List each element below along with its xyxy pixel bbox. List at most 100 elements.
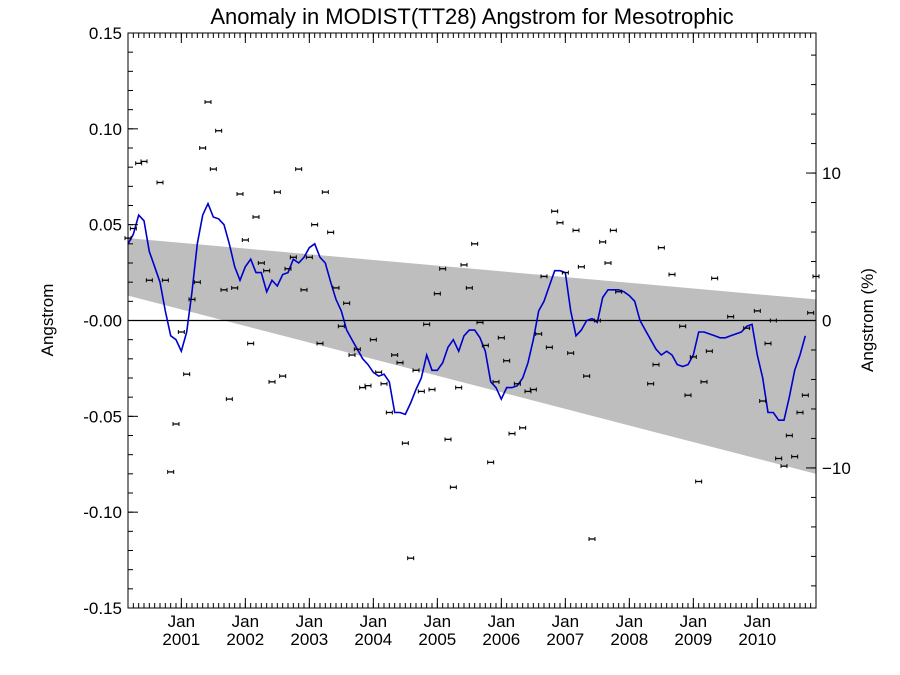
y-tick-label: -0.00	[83, 312, 122, 331]
x-tick-label-year: 2009	[674, 630, 712, 649]
data-point	[263, 268, 271, 273]
data-point	[561, 270, 569, 275]
data-point	[684, 393, 692, 398]
data-point	[615, 289, 623, 294]
x-tick-label-month: Jan	[680, 612, 707, 631]
data-point	[167, 469, 175, 474]
data-point	[807, 310, 815, 315]
data-point	[540, 274, 548, 279]
data-point	[508, 431, 516, 436]
data-point	[209, 167, 217, 172]
y-tick-label: 0.10	[89, 120, 122, 139]
data-point	[177, 330, 185, 334]
data-point	[647, 381, 655, 386]
data-point	[487, 460, 495, 465]
data-point	[193, 280, 201, 285]
y-tick-label: -0.15	[83, 599, 122, 618]
data-point	[337, 324, 345, 329]
data-point	[183, 372, 191, 377]
data-point	[695, 479, 703, 484]
data-point	[423, 322, 431, 327]
y-axis-label: Angstrom	[38, 284, 57, 357]
data-point	[140, 159, 148, 164]
data-point	[764, 341, 772, 346]
data-point	[215, 128, 223, 133]
x-tick-label-month: Jan	[488, 612, 515, 631]
data-point	[689, 354, 697, 359]
data-point	[801, 393, 809, 398]
data-point	[145, 278, 153, 283]
data-point	[332, 285, 340, 290]
x-tick-label-year: 2010	[738, 630, 776, 649]
data-point	[396, 360, 404, 365]
data-point	[679, 324, 687, 329]
data-point	[593, 318, 601, 323]
data-point	[780, 464, 788, 469]
data-point	[599, 239, 607, 244]
x-tick-label-year: 2001	[162, 630, 200, 649]
data-point	[129, 226, 137, 231]
chart-title: Anomaly in MODIST(TT28) Angstrom for Mes…	[210, 4, 733, 29]
data-point	[609, 228, 617, 233]
data-point	[353, 347, 361, 352]
data-point	[161, 278, 169, 283]
x-tick-label-year: 2007	[546, 630, 584, 649]
y-tick-label: -0.05	[83, 407, 122, 426]
x-tick-label-month: Jan	[232, 612, 259, 631]
data-point	[668, 272, 676, 277]
y-tick-label: 0.05	[89, 216, 122, 235]
data-point	[364, 383, 372, 388]
x-tick-label-year: 2002	[226, 630, 264, 649]
data-point	[529, 387, 537, 392]
data-point	[444, 437, 452, 442]
data-point	[188, 297, 196, 302]
data-point	[460, 262, 468, 267]
data-point	[471, 241, 479, 246]
data-point	[652, 362, 660, 367]
trend-band-layer	[128, 238, 816, 474]
data-point	[769, 318, 777, 323]
data-point	[327, 230, 335, 235]
data-point	[321, 190, 329, 195]
data-point	[455, 385, 463, 390]
data-point	[391, 353, 399, 357]
data-point	[231, 285, 239, 290]
data-point	[156, 180, 164, 185]
data-point	[796, 410, 804, 415]
axes-layer: 0.15 0.10 0.05 -0.00 -0.05 -0.10 -0.15 10 0 −10 Ja…	[83, 24, 851, 649]
x-tick-label-month: Jan	[360, 612, 387, 631]
data-point	[343, 301, 351, 306]
x-tick-label-year: 2003	[290, 630, 328, 649]
data-point	[519, 425, 527, 430]
data-point	[551, 209, 559, 214]
data-point	[204, 100, 212, 104]
y-right-tick-label: 0	[822, 312, 831, 331]
data-point	[700, 379, 708, 384]
data-point	[545, 345, 553, 350]
y-tick-label: 0.15	[89, 24, 122, 43]
data-points-layer	[124, 100, 820, 561]
x-tick-label-month: Jan	[168, 612, 195, 631]
x-tick-label-year: 2004	[354, 630, 392, 649]
data-point	[316, 341, 324, 346]
data-point	[199, 146, 207, 150]
data-point	[465, 285, 473, 290]
x-tick-label-month: Jan	[424, 612, 451, 631]
x-tick-label-month: Jan	[552, 612, 579, 631]
data-point	[412, 368, 420, 373]
data-point	[305, 255, 313, 260]
data-point	[225, 397, 233, 402]
data-point	[492, 379, 500, 384]
data-point	[743, 326, 751, 331]
data-point	[257, 261, 265, 265]
data-point	[295, 167, 303, 172]
data-point	[172, 422, 180, 426]
data-point	[711, 276, 719, 281]
data-point	[407, 556, 415, 561]
y-right-tick-label: −10	[822, 459, 851, 478]
data-point	[791, 454, 799, 459]
data-point	[428, 387, 436, 392]
data-point	[311, 222, 319, 227]
data-point	[759, 399, 767, 403]
